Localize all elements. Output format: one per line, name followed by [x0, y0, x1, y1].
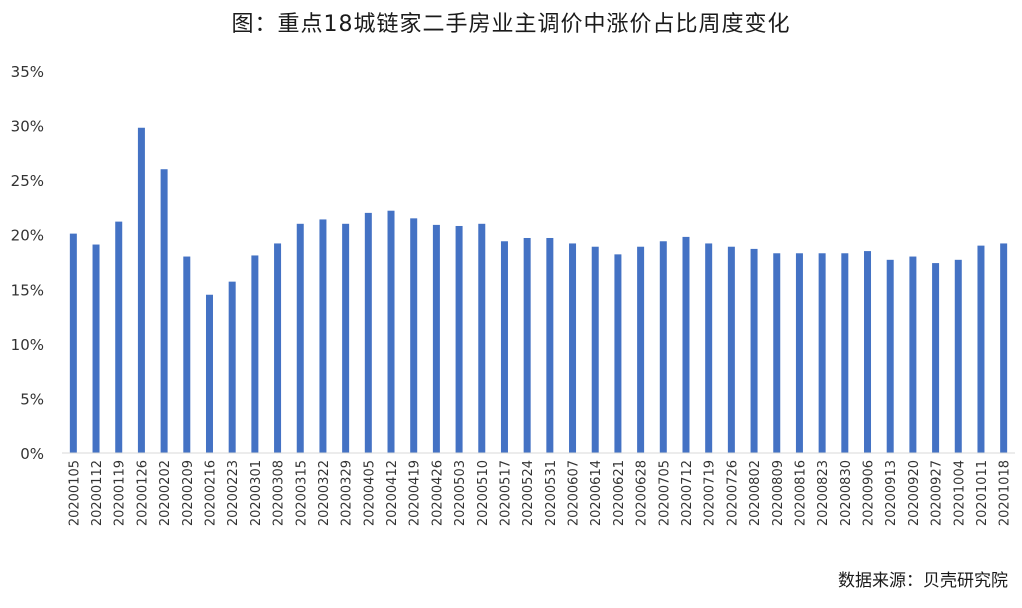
x-tick-label: 20200426 — [430, 460, 445, 526]
bar — [387, 210, 395, 453]
y-tick-label: 15% — [11, 281, 44, 299]
x-tick-label: 20200621 — [612, 460, 627, 526]
bar — [546, 237, 554, 453]
bar — [705, 243, 713, 453]
x-tick-label: 20200202 — [158, 460, 173, 526]
x-tick-label: 20200913 — [884, 460, 899, 526]
bars — [69, 127, 1008, 454]
bar — [364, 212, 372, 453]
x-tick-label: 20200614 — [589, 460, 604, 526]
bar — [319, 219, 327, 453]
x-tick-label: 20200531 — [544, 460, 559, 526]
x-tick-label: 20200628 — [635, 460, 650, 526]
bar — [410, 218, 418, 453]
x-tick-label: 20200726 — [725, 460, 740, 526]
x-tick-label: 20201011 — [975, 460, 990, 526]
x-tick-label: 20200802 — [748, 460, 763, 526]
x-tick-label: 20200906 — [862, 460, 877, 526]
x-tick-label: 20200308 — [272, 460, 287, 526]
x-tick-label: 20200524 — [521, 460, 536, 526]
bar — [296, 223, 304, 453]
x-tick-label: 20200705 — [657, 460, 672, 526]
x-tick-label: 20200105 — [67, 460, 82, 526]
bar — [977, 245, 985, 453]
source-note: 数据来源：贝壳研究院 — [838, 571, 1008, 591]
x-tick-label: 20200322 — [317, 460, 332, 526]
bar — [342, 223, 350, 453]
x-tick-label: 20200412 — [385, 460, 400, 526]
bar — [92, 244, 100, 453]
x-tick-label: 20200301 — [249, 460, 264, 526]
bar — [659, 241, 667, 453]
y-tick-label: 5% — [20, 390, 44, 408]
bar — [864, 251, 872, 453]
y-tick-label: 25% — [11, 172, 44, 190]
bar — [750, 248, 758, 453]
bar — [228, 281, 236, 453]
bar — [205, 294, 213, 453]
bar — [727, 246, 735, 453]
bar — [523, 237, 531, 453]
bar — [818, 253, 826, 453]
x-axis-labels: 20200105 20200112 20200119 20200126 20200202… — [67, 460, 1012, 526]
bar — [455, 225, 463, 453]
x-tick-label: 20200517 — [498, 460, 513, 526]
y-tick-label: 20% — [11, 227, 44, 245]
bar — [886, 259, 894, 453]
bar — [500, 241, 508, 453]
x-tick-label: 20200712 — [680, 460, 695, 526]
bar — [682, 236, 690, 453]
x-tick-label: 20200126 — [135, 460, 150, 526]
x-tick-label: 20200816 — [793, 460, 808, 526]
x-tick-label: 20200419 — [408, 460, 423, 526]
x-tick-label: 20200927 — [930, 460, 945, 526]
y-axis-labels: 0% 5% 10% 15% 20% 25% 30% 35% — [11, 63, 44, 463]
bar — [614, 254, 622, 453]
x-tick-label: 20200503 — [453, 460, 468, 526]
bar — [69, 233, 77, 453]
x-tick-label: 20200510 — [476, 460, 491, 526]
x-tick-label: 20200405 — [362, 460, 377, 526]
x-tick-label: 20201004 — [952, 460, 967, 526]
bar — [932, 263, 940, 453]
bar — [569, 243, 577, 453]
y-tick-label: 30% — [11, 118, 44, 136]
x-tick-label: 20200329 — [340, 460, 355, 526]
bar — [251, 255, 259, 453]
x-tick-label: 20200607 — [567, 460, 582, 526]
x-tick-label: 20200223 — [226, 460, 241, 526]
x-tick-label: 20200920 — [907, 460, 922, 526]
bar — [591, 246, 599, 453]
y-tick-label: 10% — [11, 336, 44, 354]
bar — [183, 256, 191, 453]
bar — [841, 253, 849, 453]
bar — [432, 224, 440, 453]
bar — [274, 243, 282, 453]
x-tick-label: 20200216 — [203, 460, 218, 526]
bar — [160, 169, 168, 453]
bar — [773, 253, 781, 453]
x-tick-label: 20200209 — [181, 460, 196, 526]
x-tick-label: 20200830 — [839, 460, 854, 526]
x-tick-label: 20201018 — [998, 460, 1013, 526]
y-tick-label: 35% — [11, 63, 44, 81]
bar — [909, 256, 917, 453]
bar — [478, 223, 486, 453]
bar — [637, 246, 645, 453]
bar — [795, 253, 803, 453]
x-tick-label: 20200315 — [294, 460, 309, 526]
bar — [115, 221, 123, 453]
x-tick-label: 20200809 — [771, 460, 786, 526]
y-tick-label: 0% — [20, 445, 44, 463]
bar — [954, 259, 962, 453]
chart-title: 图：重点18城链家二手房业主调价中涨价占比周度变化 — [231, 12, 791, 37]
bar — [1000, 243, 1008, 453]
x-tick-label: 20200119 — [113, 460, 128, 526]
x-tick-label: 20200823 — [816, 460, 831, 526]
x-tick-label: 20200112 — [90, 460, 105, 526]
x-tick-label: 20200719 — [703, 460, 718, 526]
bar — [137, 127, 145, 454]
